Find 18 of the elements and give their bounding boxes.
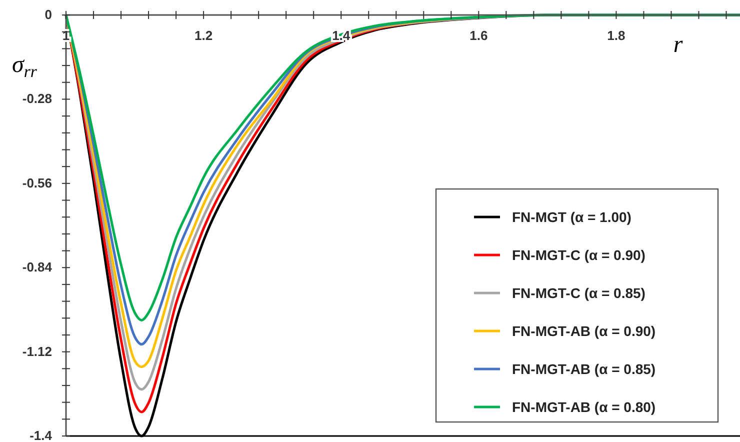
legend-label: FN-MGT-AB (α = 0.85) xyxy=(512,361,656,377)
y-tick-label: -0.84 xyxy=(22,260,53,275)
y-tick-label: -0.28 xyxy=(22,91,52,106)
x-tick-label: 1.6 xyxy=(470,28,488,43)
legend-label: FN-MGT-AB (α = 0.90) xyxy=(512,323,656,339)
legend-label: FN-MGT-C (α = 0.90) xyxy=(512,247,646,263)
legend-label: FN-MGT (α = 1.00) xyxy=(512,209,632,225)
y-axis-title: σ$_{rr}$ xyxy=(12,52,38,82)
x-tick-label: 1.2 xyxy=(194,28,213,43)
x-tick-label: 1.8 xyxy=(607,28,626,43)
y-tick-label: -1.12 xyxy=(22,344,52,359)
y-tick-label: -1.4 xyxy=(30,428,53,442)
legend-label: FN-MGT-C (α = 0.85) xyxy=(512,285,646,301)
legend-label: FN-MGT-AB (α = 0.80) xyxy=(512,399,656,415)
x-axis-title: r xyxy=(673,32,684,58)
x-tick-label: 1.4 xyxy=(332,28,351,43)
y-tick-label: 0 xyxy=(44,7,52,22)
y-tick-label: -0.56 xyxy=(22,175,52,190)
